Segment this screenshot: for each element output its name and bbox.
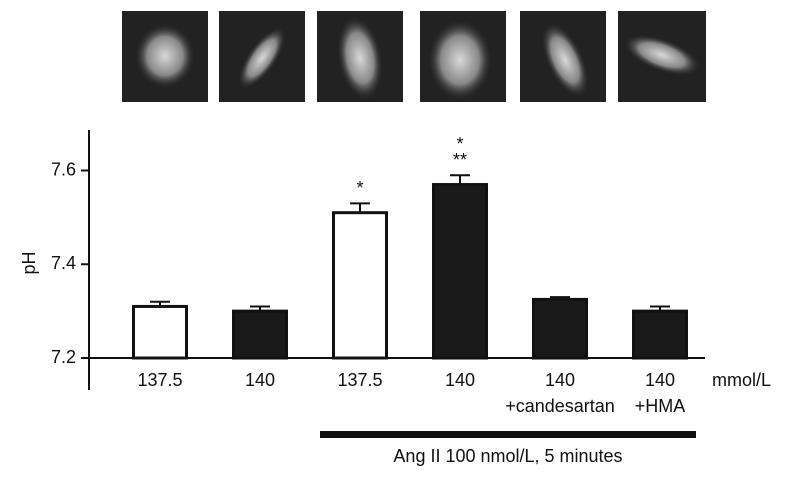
bar (132, 304, 188, 360)
bar (632, 309, 688, 360)
x-tick-label: 137.5 (137, 370, 182, 390)
y-tick-label: 7.4 (51, 253, 76, 273)
significance-mark: * (356, 178, 363, 198)
x-tick-label: 137.5 (337, 370, 382, 390)
x-tick-label: 140 (245, 370, 275, 390)
bar (332, 211, 388, 360)
y-tick-label: 7.6 (51, 159, 76, 179)
significance-mark: * (456, 134, 463, 154)
bar (532, 297, 588, 360)
significance-mark: ** (453, 150, 467, 170)
unit-label: mmol/L (712, 370, 771, 390)
treatment-bar (320, 431, 696, 438)
bar (432, 183, 488, 360)
treatment-label: Ang II 100 nmol/L, 5 minutes (393, 446, 622, 466)
x-tick-label: 140 (645, 370, 675, 390)
bar (232, 309, 288, 360)
x-tick-sublabel: +HMA (635, 396, 686, 416)
y-axis-label: pH (19, 251, 39, 274)
cell-images (122, 11, 706, 102)
x-tick-label: 140 (445, 370, 475, 390)
y-tick-label: 7.2 (51, 347, 76, 367)
x-tick-label: 140 (545, 370, 575, 390)
x-tick-sublabel: +candesartan (505, 396, 615, 416)
